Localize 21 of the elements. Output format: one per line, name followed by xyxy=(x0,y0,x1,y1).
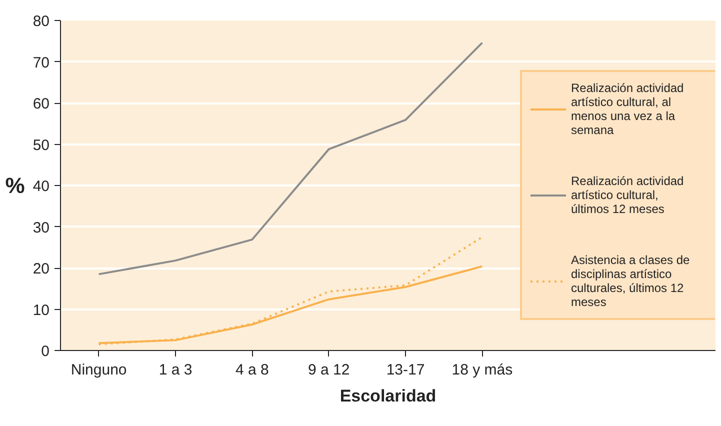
x-tick-label: 1 a 3 xyxy=(158,362,192,378)
y-tick-label: 50 xyxy=(32,136,50,154)
x-axis-title: Escolaridad xyxy=(340,386,436,406)
x-tick-label: 4 a 8 xyxy=(235,362,269,378)
y-tick-label: 20 xyxy=(32,260,50,278)
legend-label: Asistencia a clases de disciplinas artístico culturales, últimos 12 meses xyxy=(571,252,691,310)
y-tick-label: 30 xyxy=(32,219,50,236)
x-tick-label: 9 a 12 xyxy=(308,362,350,378)
legend-label: Realización actividad artístico cultural, al menos una vez a la semana xyxy=(571,80,685,138)
x-tick-label: 13-17 xyxy=(386,362,425,378)
y-tick-label: 80 xyxy=(32,13,50,30)
y-tick-label: 40 xyxy=(32,178,50,195)
y-tick-label: 0 xyxy=(41,343,50,360)
legend-label: Realización actividad artístico cultural, últimos 12 meses xyxy=(571,173,685,218)
x-tick-label: Ninguno xyxy=(70,362,127,378)
y-tick-label: 60 xyxy=(32,96,50,112)
y-axis-title: % xyxy=(5,173,25,198)
y-tick-label: 10 xyxy=(32,302,50,319)
line-series xyxy=(98,42,484,276)
x-tick-label: 18 y más xyxy=(452,362,513,378)
y-tick-label: 70 xyxy=(32,54,50,72)
